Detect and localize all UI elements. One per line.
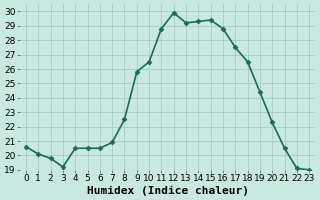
X-axis label: Humidex (Indice chaleur): Humidex (Indice chaleur) [87, 186, 249, 196]
